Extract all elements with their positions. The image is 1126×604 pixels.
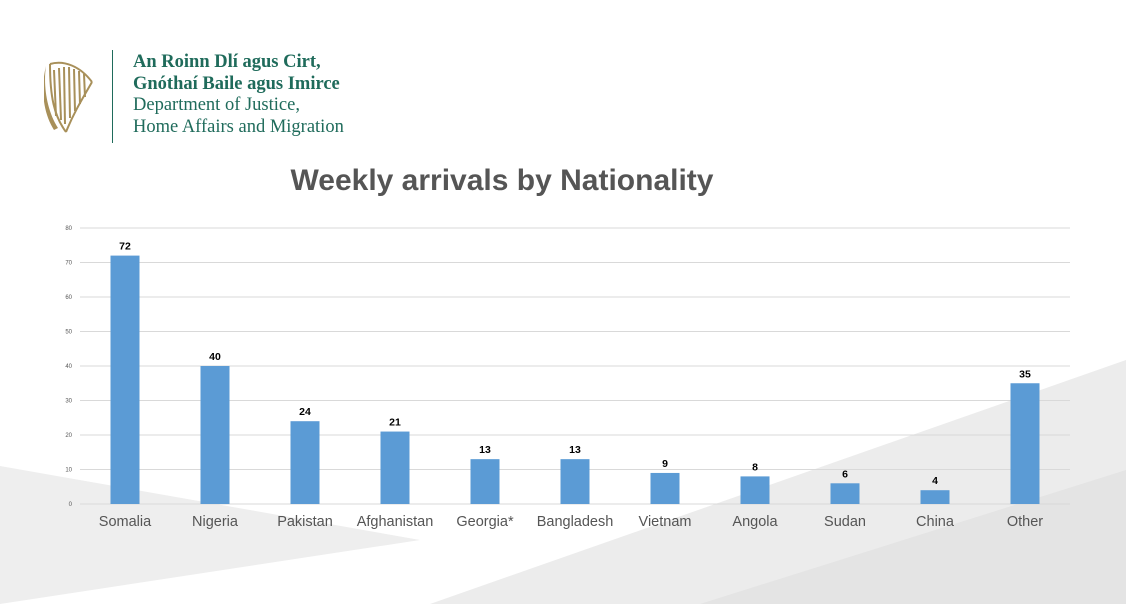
y-tick-label: 20	[65, 433, 72, 439]
dept-line-4: Home Affairs and Migration	[133, 116, 344, 137]
category-label: Bangladesh	[537, 514, 614, 530]
data-label: 21	[389, 417, 401, 429]
bar	[110, 255, 140, 504]
data-labels: 72 40 24 21 13 13 9 8 6 4 35	[119, 241, 1031, 488]
bar	[920, 490, 950, 504]
dept-line-1: An Roinn Dlí agus Cirt,	[133, 52, 321, 72]
bar	[560, 459, 590, 504]
category-label: Vietnam	[639, 514, 692, 530]
data-label: 4	[932, 475, 938, 487]
y-tick-label: 70	[65, 261, 72, 267]
y-tick-label: 30	[65, 399, 72, 405]
harp-icon	[44, 61, 93, 133]
category-label: Somalia	[99, 514, 152, 530]
department-name: An Roinn Dlí agus Cirt, Gnóthaí Baile ag…	[133, 52, 344, 138]
category-label: Angola	[732, 514, 778, 530]
bar	[470, 459, 500, 504]
category-label: Sudan	[824, 514, 866, 530]
y-axis-ticks: 0 10 20 30 40 50 60 70 80	[65, 226, 72, 508]
bar	[1010, 383, 1040, 504]
bar	[200, 366, 230, 504]
bar	[290, 421, 320, 504]
dept-line-3: Department of Justice,	[133, 95, 300, 115]
category-label: Pakistan	[277, 514, 333, 530]
data-label: 24	[299, 406, 311, 418]
data-label: 9	[662, 458, 668, 470]
data-label: 8	[752, 461, 758, 473]
y-tick-label: 50	[65, 330, 72, 336]
data-label: 13	[479, 444, 491, 456]
dept-line-2: Gnóthaí Baile agus Imirce	[133, 73, 340, 94]
bar	[650, 472, 680, 504]
y-tick-label: 40	[65, 364, 72, 370]
bars	[110, 255, 1040, 504]
header: An Roinn Dlí agus Cirt, Gnóthaí Baile ag…	[44, 48, 444, 148]
y-tick-label: 0	[69, 502, 73, 508]
bar	[380, 431, 410, 504]
data-label: 40	[209, 351, 221, 363]
bar	[830, 483, 860, 504]
y-tick-label: 80	[65, 226, 72, 232]
category-labels: Somalia Nigeria Pakistan Afghanistan Georgia…	[99, 514, 1043, 530]
category-label: Nigeria	[192, 514, 239, 530]
header-divider	[112, 50, 113, 143]
category-label: Georgia*	[456, 514, 514, 530]
bar	[740, 476, 770, 504]
data-label: 35	[1019, 368, 1031, 380]
y-tick-label: 60	[65, 295, 72, 301]
category-label: Other	[1007, 514, 1043, 530]
chart-title: Weekly arrivals by Nationality	[290, 164, 714, 197]
data-label: 72	[119, 241, 131, 253]
y-tick-label: 10	[65, 468, 72, 474]
data-label: 6	[842, 468, 848, 480]
category-label: Afghanistan	[357, 514, 434, 530]
category-label: China	[916, 514, 955, 530]
data-label: 13	[569, 444, 581, 456]
